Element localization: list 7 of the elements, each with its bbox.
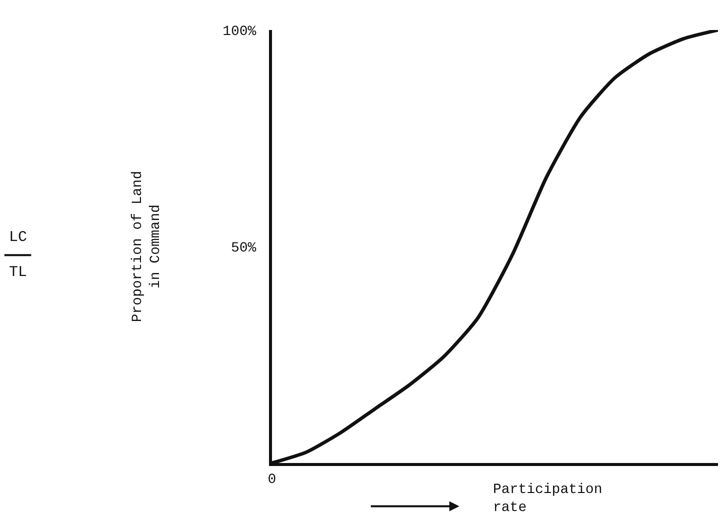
text: LC xyxy=(9,229,28,246)
x-tick-label: 0 xyxy=(268,472,276,488)
y-tick-label: 50% xyxy=(230,240,257,256)
y-axis-title: Proportion of Land in Command xyxy=(130,170,164,322)
text: TL xyxy=(9,264,28,281)
y-tick-label: 100% xyxy=(222,24,257,40)
x-axis-title: Participation rate xyxy=(493,482,602,516)
